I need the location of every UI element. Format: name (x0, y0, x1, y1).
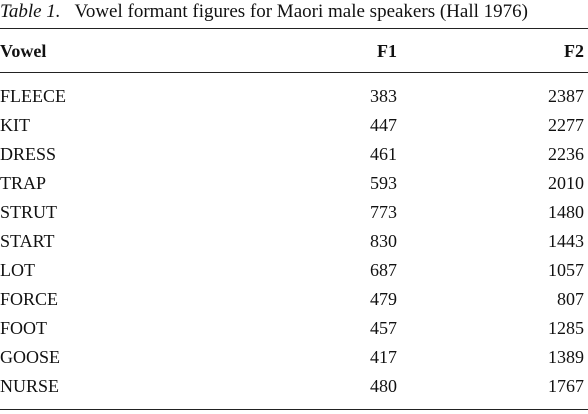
table-row: FLEECE 383 2387 (0, 82, 588, 111)
cell-f1: 447 (370, 115, 397, 135)
table-bottom-rule (0, 409, 588, 410)
cell-vowel: LOT (0, 260, 35, 280)
cell-vowel: NURSE (0, 376, 60, 396)
table-row: LOT 687 1057 (0, 256, 588, 285)
cell-f1: 461 (370, 144, 397, 164)
cell-vowel: FOOT (0, 318, 48, 338)
table-header-rule (0, 72, 588, 73)
cell-vowel: STRUT (0, 202, 58, 222)
table-header-row: Vowel F1 F2 (0, 36, 588, 66)
cell-f2: 2010 (548, 173, 584, 193)
table-caption-label: Table 1. (0, 1, 61, 22)
cell-vowel: FLEECE (0, 86, 66, 106)
cell-f2: 2387 (548, 86, 584, 106)
cell-f2: 807 (557, 289, 584, 309)
cell-f2: 1057 (548, 260, 584, 280)
cell-vowel: GOOSE (0, 347, 61, 367)
header-vowel: Vowel (0, 41, 47, 61)
table-row: KIT 447 2277 (0, 111, 588, 140)
cell-f1: 687 (370, 260, 397, 280)
cell-vowel: TRAP (0, 173, 47, 193)
cell-f2: 1389 (548, 347, 584, 367)
header-f2: F2 (564, 41, 584, 61)
cell-f1: 830 (370, 231, 397, 251)
cell-f1: 417 (370, 347, 397, 367)
cell-vowel: START (0, 231, 55, 251)
table-row: NURSE 480 1767 (0, 372, 588, 401)
cell-f2: 1767 (548, 376, 584, 396)
table-row: FORCE 479 807 (0, 285, 588, 314)
cell-f1: 480 (370, 376, 397, 396)
cell-vowel: KIT (0, 115, 30, 135)
table-row: START 830 1443 (0, 227, 588, 256)
cell-f2: 2277 (548, 115, 584, 135)
table-row: GOOSE 417 1389 (0, 343, 588, 372)
table-top-rule (0, 28, 588, 29)
cell-vowel: FORCE (0, 289, 59, 309)
cell-f2: 2236 (548, 144, 584, 164)
cell-f1: 383 (370, 86, 397, 106)
table-row: STRUT 773 1480 (0, 198, 588, 227)
table-row: DRESS 461 2236 (0, 140, 588, 169)
cell-f2: 1443 (548, 231, 584, 251)
table-caption-text: Vowel formant figures for Maori male spe… (74, 1, 528, 22)
header-f1: F1 (377, 41, 397, 61)
cell-f1: 773 (370, 202, 397, 222)
table-row: TRAP 593 2010 (0, 169, 588, 198)
cell-vowel: DRESS (0, 144, 57, 164)
cell-f2: 1285 (548, 318, 584, 338)
cell-f1: 479 (370, 289, 397, 309)
cell-f2: 1480 (548, 202, 584, 222)
table-body: FLEECE 383 2387 KIT 447 2277 DRESS 461 2… (0, 82, 588, 401)
cell-f1: 593 (370, 173, 397, 193)
table-row: FOOT 457 1285 (0, 314, 588, 343)
table-caption: Table 1. Vowel formant figures for Maori … (0, 0, 528, 26)
cell-f1: 457 (370, 318, 397, 338)
